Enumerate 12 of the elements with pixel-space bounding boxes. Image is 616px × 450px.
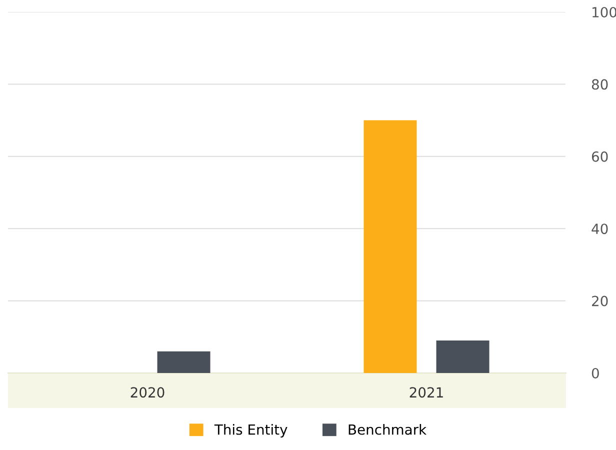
y-tick-label: 0	[592, 368, 599, 378]
x-tick-label: 2021	[410, 387, 443, 398]
x-tick-label: 2020	[130, 387, 164, 398]
legend-label: This Entity	[214, 424, 288, 438]
y-tick-label: 60	[592, 151, 608, 162]
y-tick-label: 40	[592, 224, 608, 234]
bar	[157, 351, 210, 373]
y-tick-label: 20	[592, 296, 608, 306]
bar	[364, 120, 417, 373]
y-tick-label: 80	[592, 79, 608, 90]
bar	[436, 340, 490, 373]
legend-label: Benchmark	[348, 424, 427, 435]
